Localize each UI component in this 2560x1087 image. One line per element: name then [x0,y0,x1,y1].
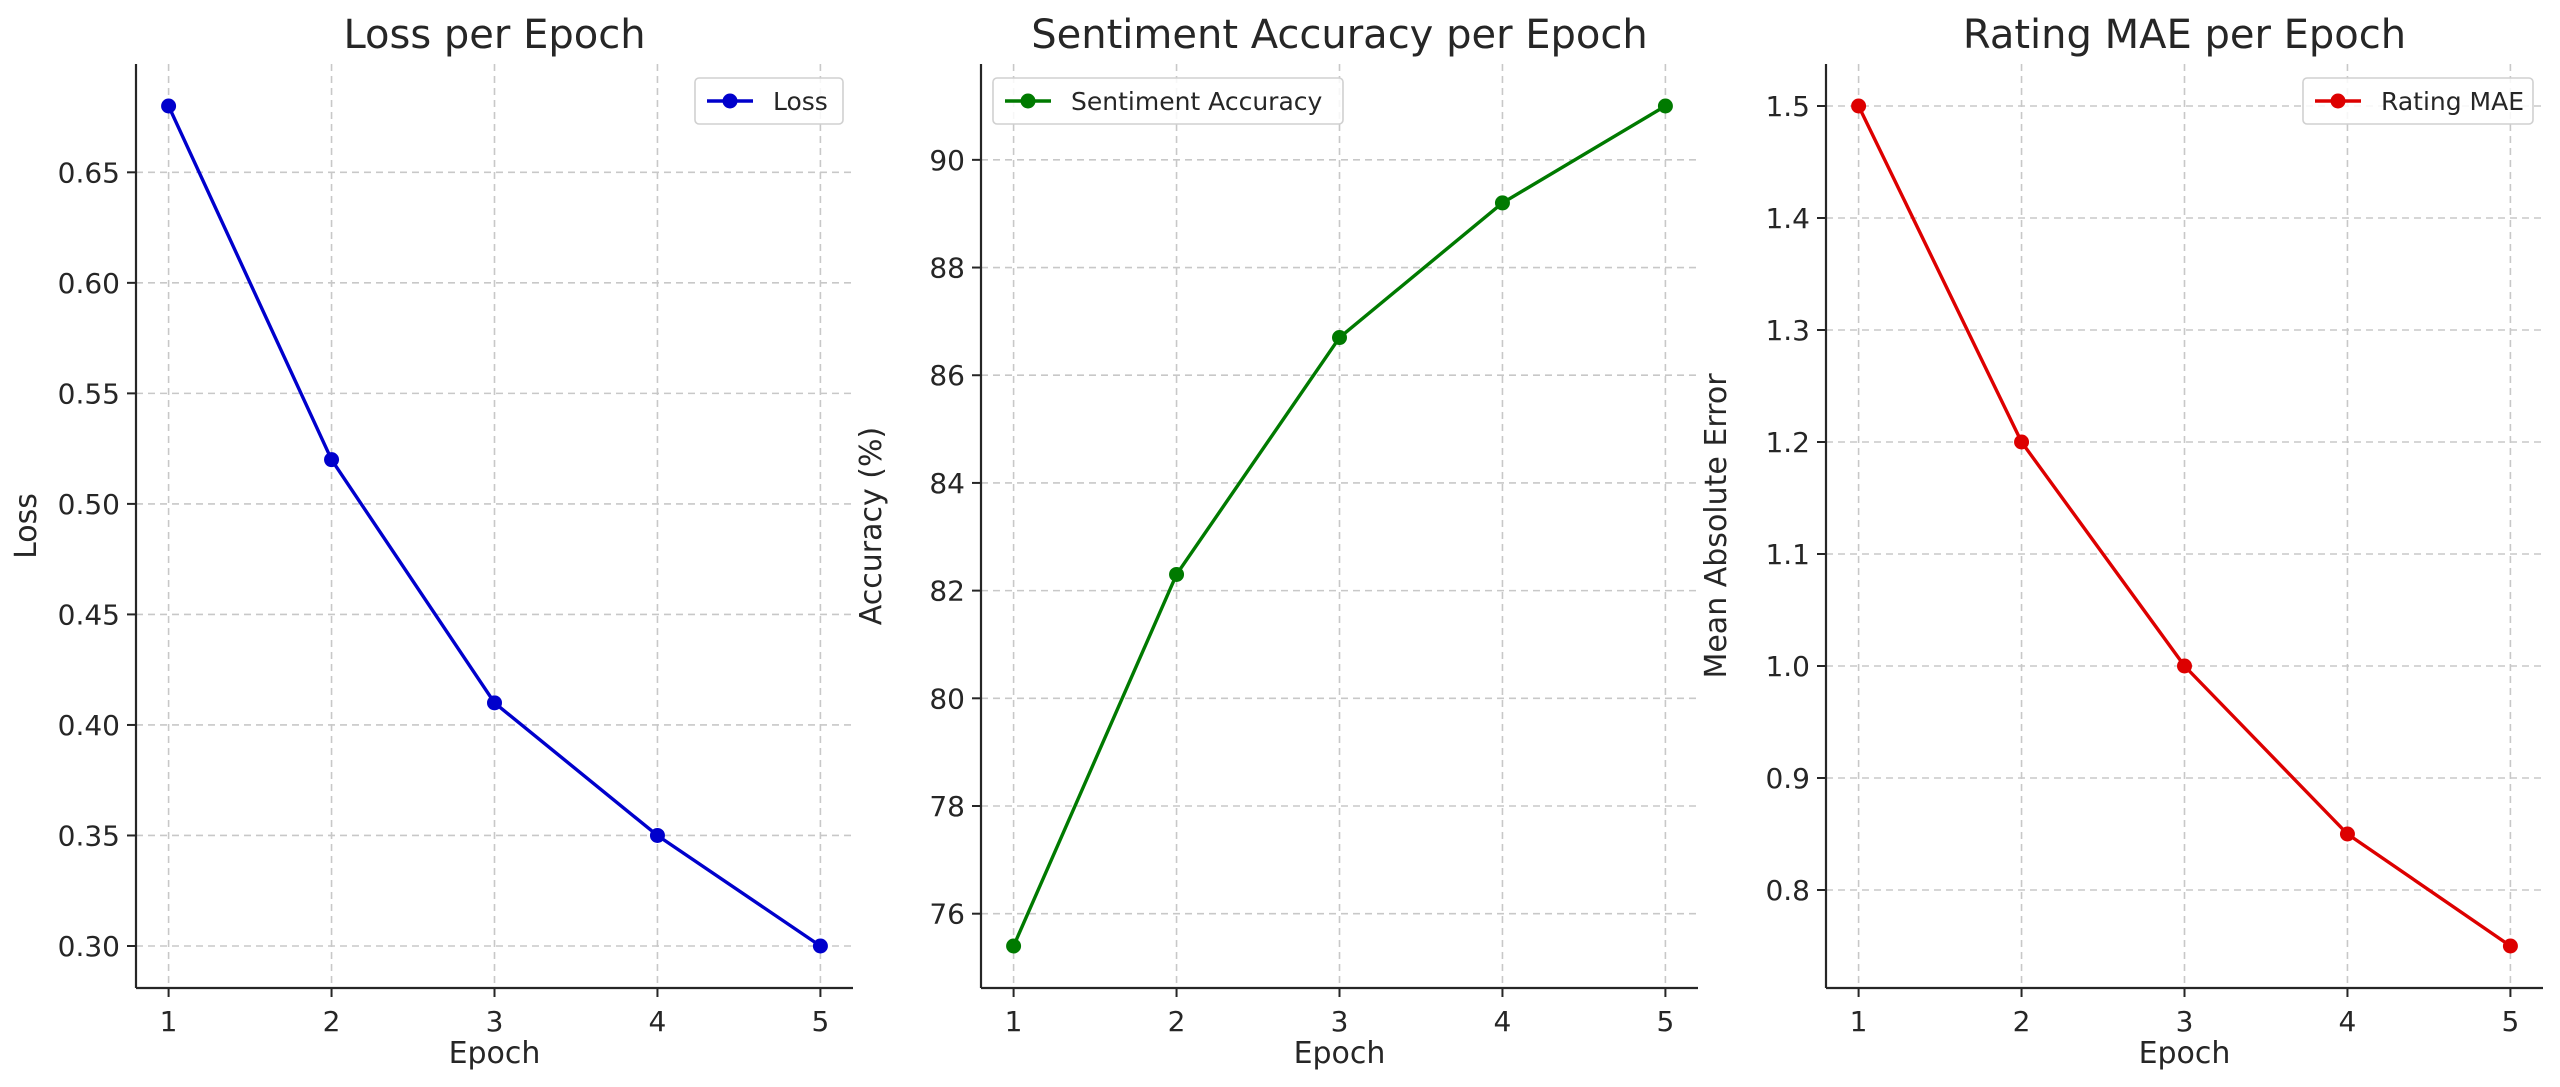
y-tick-label: 0.40 [58,709,120,742]
chart-mae: 1 2 3 4 5 0.8 0.9 1.0 1.1 1.2 1.3 1.4 1.5 Rating MAE… [1699,12,2543,1071]
y-tick-label: 0.60 [58,267,120,300]
y-tick-label: 82 [929,575,965,608]
y-tick-label: 0.9 [1765,762,1810,795]
y-axis-label: Loss [9,493,44,559]
y-tick-label: 1.5 [1765,90,1810,123]
x-tick-label: 2 [1168,1005,1186,1038]
data-point [1332,330,1347,346]
x-tick-label: 3 [2176,1005,2194,1038]
y-tick-label: 0.35 [58,819,120,852]
grid [981,64,1698,988]
legend-box [2302,77,2534,125]
chart-title: Rating MAE per Epoch [1963,12,2406,58]
chart-accuracy: 1 2 3 4 5 76 78 80 82 84 86 88 90 Sentiment Accuracy… [854,12,1698,1071]
y-tick-label: 1.2 [1765,426,1810,459]
data-point [2502,938,2518,954]
chart-loss: 1 2 3 4 5 0.30 0.35 0.40 0.45 0.50 0.55 0.60 0.65 Lo… [9,12,853,1071]
data-point [2177,658,2192,674]
y-tick-label: 88 [929,252,965,285]
axes [1817,64,2543,997]
x-tick-label: 4 [649,1005,667,1038]
x-tick-label: 3 [1331,1005,1349,1038]
y-tick-label: 1.3 [1765,314,1810,347]
legend-entry: Rating MAE [2381,87,2524,116]
y-tick-label: 1.1 [1765,538,1810,571]
axes [972,64,1698,997]
x-tick-label: 1 [1850,1005,1868,1038]
x-tick-label: 5 [2501,1005,2519,1038]
data-point [1006,938,1022,954]
legend-entry: Loss [773,87,828,116]
y-tick-label: 0.50 [58,488,120,521]
legend-marker [722,93,738,109]
grid [1826,64,2543,988]
y-tick-label: 0.65 [58,156,120,189]
y-tick-label: 1.0 [1765,650,1810,683]
data-point [2014,434,2030,450]
x-axis-label: Epoch [1294,1036,1386,1071]
x-tick-label: 2 [2013,1005,2031,1038]
data-series [1851,98,2518,954]
data-point [1169,566,1185,582]
legend: Loss [694,77,844,125]
data-point [324,452,340,468]
y-tick-label: 0.55 [58,377,120,410]
chart-title: Sentiment Accuracy per Epoch [1031,12,1647,58]
data-point [161,98,177,114]
x-tick-label: 5 [811,1005,829,1038]
y-tick-label: 90 [929,144,965,177]
x-tick-label: 5 [1656,1005,1674,1038]
legend: Rating MAE [2302,77,2534,125]
data-point [2339,826,2355,842]
y-tick-label: 0.30 [58,930,120,963]
x-tick-label: 3 [486,1005,504,1038]
y-tick-label: 0.45 [58,598,120,631]
legend-entry: Sentiment Accuracy [1071,87,1323,116]
y-tick-label: 78 [929,790,965,823]
y-axis-label: Mean Absolute Error [1699,373,1734,679]
x-tick-label: 2 [323,1005,341,1038]
tick-labels: 1 2 3 4 5 0.8 0.9 1.0 1.1 1.2 1.3 1.4 1.5 [1765,90,2519,1038]
x-tick-label: 4 [1494,1005,1512,1038]
data-point [812,938,828,954]
legend: Sentiment Accuracy [992,77,1344,125]
y-tick-label: 84 [929,467,965,500]
x-tick-label: 1 [1005,1005,1023,1038]
data-point [649,827,665,843]
grid [136,64,853,988]
x-tick-label: 1 [160,1005,178,1038]
legend-marker [2330,93,2346,109]
legend-box [992,77,1344,125]
tick-labels: 1 2 3 4 5 0.30 0.35 0.40 0.45 0.50 0.55 0.60 0.65 [58,156,830,1038]
y-tick-label: 1.4 [1765,202,1810,235]
y-tick-label: 80 [929,682,965,715]
data-point [1851,98,1867,114]
data-point [1494,195,1510,211]
data-point [1657,98,1673,114]
legend-box [694,77,844,125]
y-tick-label: 76 [929,898,965,931]
axes [127,64,853,997]
x-tick-label: 4 [2339,1005,2357,1038]
y-tick-label: 86 [929,359,965,392]
chart-title: Loss per Epoch [343,12,645,58]
y-axis-label: Accuracy (%) [854,427,889,625]
tick-labels: 1 2 3 4 5 76 78 80 82 84 86 88 90 [929,144,1674,1038]
legend-marker [1020,93,1036,109]
x-axis-label: Epoch [2139,1036,2231,1071]
data-series [161,98,828,954]
y-tick-label: 0.8 [1765,874,1810,907]
data-point [487,695,502,711]
data-series [1006,98,1673,954]
x-axis-label: Epoch [449,1036,541,1071]
